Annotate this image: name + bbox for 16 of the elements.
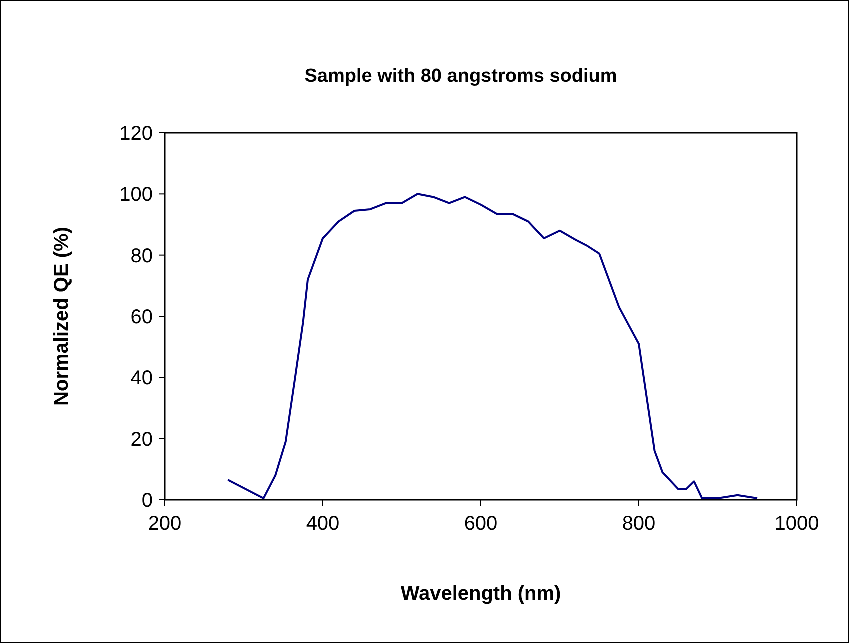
x-axis-title: Wavelength (nm) xyxy=(400,583,562,605)
x-tick-label: 400 xyxy=(306,513,340,535)
x-tick-label: 800 xyxy=(622,513,656,535)
y-tick-label: 40 xyxy=(130,368,153,390)
x-tick-label: 200 xyxy=(148,513,182,535)
y-tick-label: 120 xyxy=(120,123,153,145)
chart-title: Sample with 80 angstroms sodium xyxy=(304,66,618,87)
y-axis-title: Normalized QE (%) xyxy=(51,227,73,406)
line-series xyxy=(227,193,758,500)
y-tick-label: 100 xyxy=(120,184,153,206)
y-tick-label: 80 xyxy=(130,245,153,268)
x-tick-label: 600 xyxy=(464,513,498,535)
y-tick-label: 60 xyxy=(130,306,153,328)
y-tick-label: 0 xyxy=(142,490,153,512)
x-tick-label: 1000 xyxy=(774,513,820,535)
y-tick-label: 20 xyxy=(130,428,153,451)
